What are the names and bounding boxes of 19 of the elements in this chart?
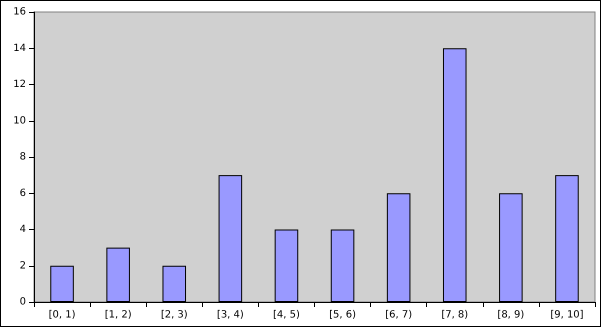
y-tick-label: 14	[13, 42, 26, 54]
y-tick-label: 10	[13, 115, 26, 126]
x-tick-label: [4, 5)	[273, 310, 300, 320]
x-tick-label: [1, 2)	[104, 310, 132, 320]
y-tick-label: 12	[13, 79, 26, 90]
y-tick-label: 2	[20, 260, 26, 272]
y-tick-label: 8	[20, 152, 26, 162]
y-tick-label: 16	[13, 6, 26, 18]
x-tick-label: [5, 6)	[329, 310, 356, 320]
x-tick-label: [6, 7)	[385, 310, 412, 320]
y-tick-label: 0	[20, 296, 26, 308]
x-tick-label: [9, 10]	[550, 310, 584, 320]
y-tick-label: 6	[20, 188, 26, 199]
x-tick-label: [3, 4)	[216, 310, 244, 320]
x-tick-label: [7, 8)	[441, 310, 468, 320]
x-tick-label: [2, 3)	[160, 310, 188, 320]
x-tick-label: [8, 9)	[497, 310, 524, 320]
x-tick-label: [0, 1)	[48, 310, 76, 320]
y-tick-label: 4	[20, 224, 26, 235]
